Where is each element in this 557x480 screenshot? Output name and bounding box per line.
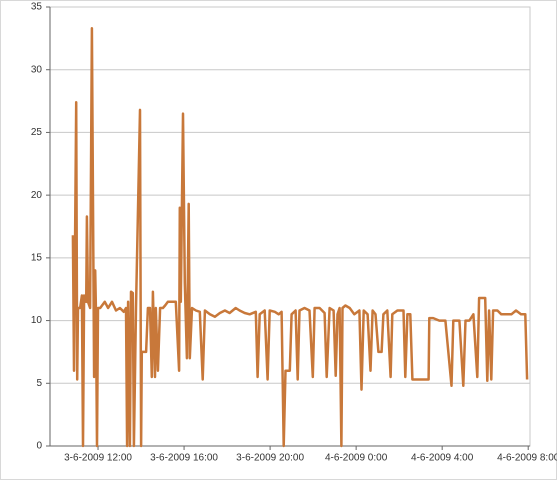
x-tick-label: 3-6-2009 16:00 bbox=[150, 453, 218, 464]
y-tick-label: 30 bbox=[31, 64, 43, 75]
y-tick-label: 10 bbox=[31, 315, 43, 326]
x-tick-label: 4-6-2009 0:00 bbox=[325, 453, 388, 464]
x-tick-label: 4-6-2009 8:00 bbox=[497, 453, 557, 464]
data-line bbox=[71, 27, 529, 448]
y-tick-label: 5 bbox=[36, 378, 42, 389]
y-tick-label: 15 bbox=[31, 252, 43, 263]
plot-area bbox=[49, 6, 531, 447]
x-tick-label: 3-6-2009 12:00 bbox=[64, 453, 132, 464]
x-tick-label: 3-6-2009 20:00 bbox=[236, 453, 304, 464]
y-tick-label: 0 bbox=[36, 441, 42, 452]
y-tick-label: 20 bbox=[31, 190, 43, 201]
y-tick-label: 35 bbox=[31, 2, 43, 13]
y-tick-label: 25 bbox=[31, 127, 43, 138]
x-tick-label: 4-6-2009 4:00 bbox=[411, 453, 474, 464]
